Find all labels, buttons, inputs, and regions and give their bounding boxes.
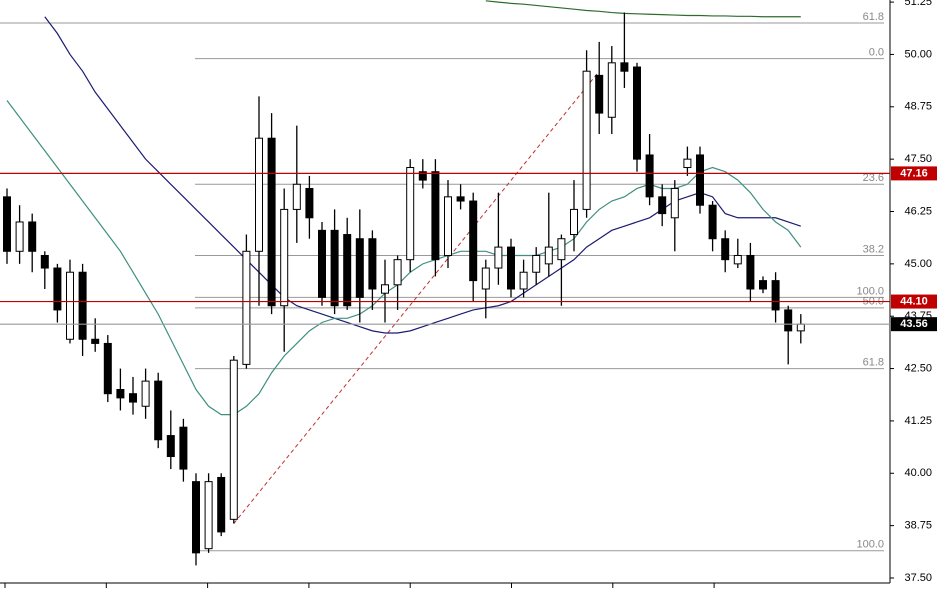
candle-body: [255, 137, 263, 252]
candle-body: [708, 204, 717, 240]
fib-label: 38.2: [863, 243, 884, 255]
candle-body: [633, 66, 641, 160]
candle-body: [507, 246, 515, 290]
candle-body: [166, 435, 175, 458]
candle-body: [103, 342, 112, 395]
candle-body: [746, 254, 755, 290]
candle-body: [456, 196, 465, 202]
candle-body: [66, 271, 74, 340]
fib-label: 23.6: [863, 172, 884, 184]
candle-body: [318, 229, 326, 298]
candle-body: [368, 238, 377, 290]
candle-body: [141, 380, 150, 407]
y-tick-label: 47.50: [904, 153, 932, 165]
candle-body: [267, 137, 276, 307]
y-tick-label: 37.50: [904, 572, 932, 584]
candle-body: [481, 267, 490, 290]
candle-body: [179, 426, 188, 470]
y-tick-label: 38.75: [904, 520, 932, 532]
candle-body: [280, 208, 289, 307]
candle-body: [343, 234, 352, 307]
candle-body: [15, 221, 24, 252]
candle-body: [28, 221, 37, 252]
y-tick-label: 45.00: [904, 258, 932, 270]
candle-body: [469, 200, 478, 282]
candle-body: [721, 238, 730, 261]
fib-label: 100.0: [856, 539, 884, 551]
price-label: 44.10: [900, 295, 928, 307]
candle-body: [91, 338, 100, 344]
candle-body: [3, 196, 11, 252]
candle-body: [557, 238, 566, 261]
candle-body: [154, 380, 163, 441]
candle-body: [595, 74, 604, 114]
fib-label: 0.0: [869, 47, 884, 59]
candle-body: [570, 208, 578, 236]
candle-body: [658, 196, 667, 215]
y-tick-label: 40.00: [904, 467, 932, 479]
candle-body: [519, 271, 528, 290]
candle-body: [683, 158, 692, 169]
candle-body: [204, 481, 213, 550]
price-label: 47.16: [900, 167, 928, 179]
candle-body: [431, 171, 440, 261]
candle-body: [733, 254, 742, 265]
candle-body: [129, 393, 137, 403]
candle-body: [381, 284, 389, 294]
candle-body: [229, 359, 238, 520]
candle-body: [620, 62, 629, 72]
candle-body: [607, 62, 616, 118]
y-tick-label: 51.25: [904, 0, 932, 8]
fib-label: 100.0: [856, 285, 884, 297]
candle-body: [645, 154, 654, 198]
candle-body: [544, 246, 553, 265]
candle-body: [494, 246, 503, 269]
price-box: [891, 317, 937, 332]
price-label: 43.56: [900, 318, 928, 330]
candle-body: [784, 309, 793, 332]
candle-body: [582, 70, 591, 210]
price-box: [891, 294, 937, 309]
moving-average: [6, 100, 802, 416]
candle-body: [393, 259, 402, 286]
y-tick-label: 50.00: [904, 48, 932, 60]
y-tick-label: 48.75: [904, 101, 932, 113]
candle-body: [406, 167, 415, 261]
candle-body: [796, 323, 805, 332]
candle-body: [444, 196, 452, 256]
candle-body: [330, 229, 339, 307]
candle-body: [217, 476, 226, 533]
candle-body: [355, 238, 364, 298]
y-tick-label: 41.25: [904, 415, 932, 427]
candle-body: [670, 187, 679, 219]
price-box: [891, 166, 937, 181]
moving-average: [485, 0, 801, 18]
candle-body: [532, 254, 541, 273]
candle-body: [771, 280, 780, 311]
candle-body: [192, 481, 200, 554]
candle-body: [305, 187, 314, 219]
candle-body: [116, 389, 125, 399]
candle-body: [418, 171, 427, 181]
fib-label: 61.8: [863, 356, 884, 368]
y-tick-label: 42.50: [904, 362, 932, 374]
candle-body: [242, 250, 251, 365]
trendline: [233, 70, 600, 524]
candle-body: [78, 271, 87, 340]
candle-body: [696, 154, 704, 206]
fib-label: 61.8: [863, 11, 884, 23]
candle-body: [53, 267, 62, 311]
candle-body: [292, 183, 301, 210]
candle-body: [40, 254, 49, 269]
y-tick-label: 46.25: [904, 205, 932, 217]
candle-body: [759, 280, 767, 290]
